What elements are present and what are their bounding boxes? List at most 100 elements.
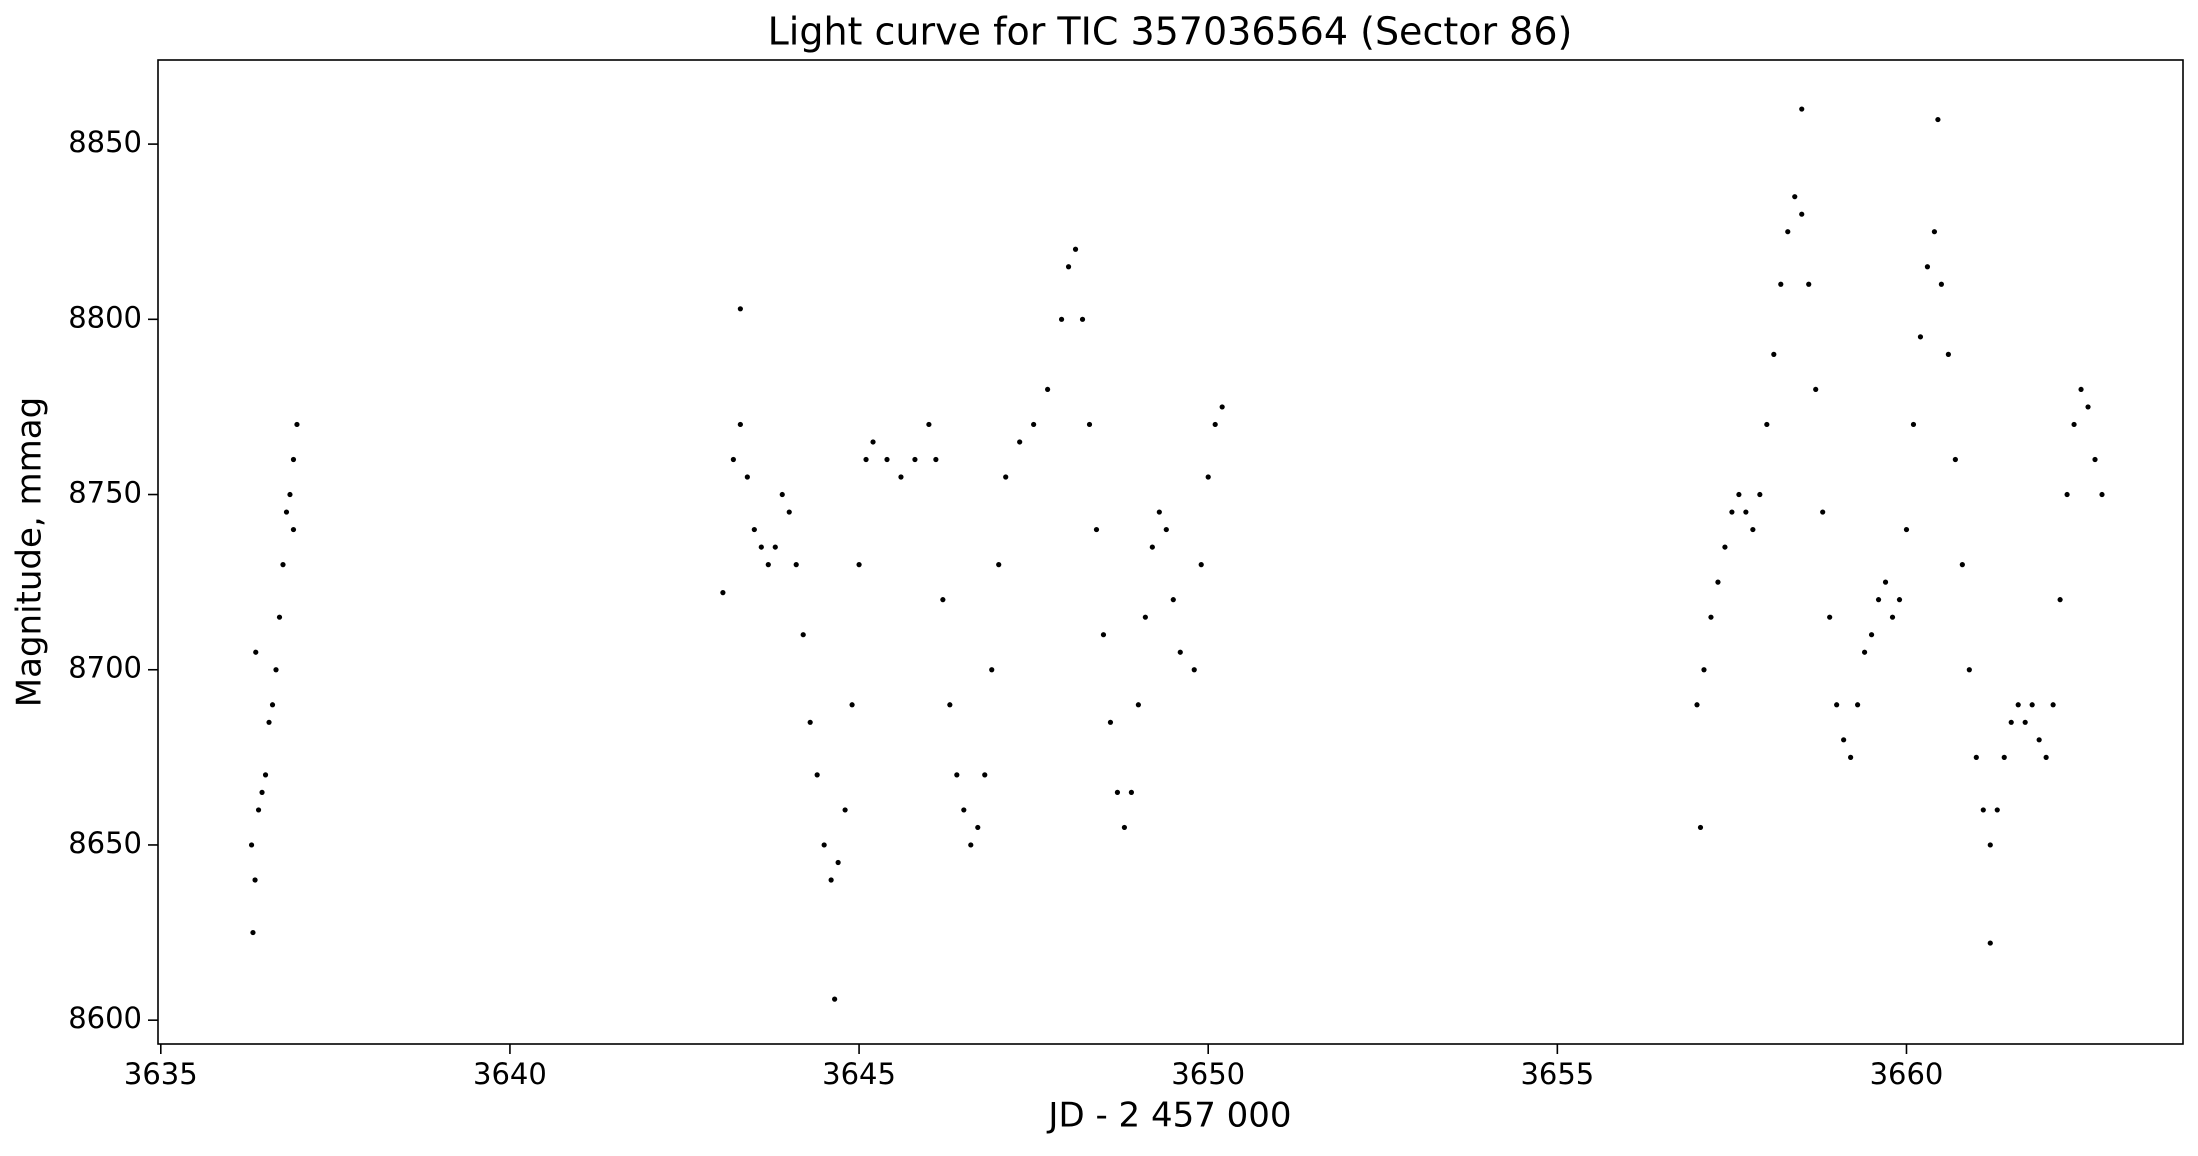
data-point	[996, 562, 1002, 568]
data-point	[1778, 281, 1784, 287]
data-point	[1694, 702, 1700, 708]
data-point	[280, 562, 286, 568]
plot-frame	[157, 59, 2184, 1045]
data-point	[898, 474, 904, 480]
x-tick-label: 3660	[1870, 1057, 1944, 1091]
data-point	[2064, 491, 2070, 498]
data-point	[961, 807, 967, 813]
x-tick-label: 3655	[1520, 1057, 1594, 1091]
data-point	[772, 544, 778, 550]
data-point	[248, 842, 255, 848]
data-point	[2057, 597, 2063, 603]
data-point	[1017, 439, 1023, 445]
data-point	[1917, 334, 1924, 340]
data-point	[1861, 649, 1868, 655]
data-point	[1973, 754, 1979, 760]
data-point	[1771, 351, 1777, 357]
points	[248, 106, 2105, 1002]
data-point	[1198, 562, 1204, 568]
data-point	[1219, 404, 1225, 410]
data-point	[1785, 229, 1791, 235]
data-point	[1031, 421, 1037, 428]
data-point	[1743, 509, 1749, 515]
data-point	[290, 456, 297, 463]
data-point	[259, 789, 265, 795]
data-point	[1806, 281, 1812, 287]
data-point	[1121, 824, 1128, 831]
data-point	[2078, 386, 2084, 393]
data-point	[1799, 211, 1805, 217]
data-point	[2071, 421, 2077, 428]
data-point	[975, 824, 981, 831]
data-point	[1938, 281, 1944, 287]
data-point	[1799, 106, 1805, 112]
data-point	[1722, 544, 1728, 550]
y-axis-label: Magnitude, mmag	[10, 397, 50, 707]
data-point	[1170, 597, 1176, 603]
data-point	[793, 562, 799, 568]
data-point	[1708, 614, 1714, 620]
data-point	[2008, 719, 2014, 725]
data-point	[273, 667, 279, 673]
data-point	[1987, 842, 1993, 848]
data-point	[744, 474, 750, 480]
data-point	[1882, 579, 1889, 585]
data-point	[730, 456, 736, 463]
data-point	[1841, 737, 1847, 743]
data-point	[807, 719, 813, 725]
data-point	[1827, 614, 1833, 620]
data-point	[1959, 562, 1965, 568]
data-point	[1177, 649, 1183, 655]
data-point	[912, 456, 918, 463]
data-point	[1813, 386, 1819, 393]
data-point	[1058, 316, 1065, 322]
data-point	[1128, 789, 1134, 795]
data-point	[1750, 526, 1756, 533]
data-point	[1834, 702, 1840, 708]
data-point	[2085, 404, 2091, 410]
data-point	[1820, 509, 1826, 515]
data-point	[1875, 597, 1882, 603]
data-point	[287, 491, 293, 498]
data-point	[863, 456, 869, 463]
data-point	[253, 649, 259, 655]
data-point	[737, 421, 743, 428]
y-tick-label: 8850	[68, 125, 142, 159]
data-point	[1114, 789, 1121, 795]
data-point	[1156, 509, 1162, 515]
data-point	[800, 632, 806, 638]
data-point	[982, 772, 988, 778]
data-point	[737, 306, 743, 312]
data-point	[1966, 667, 1972, 673]
data-point	[1100, 632, 1107, 638]
data-point	[2015, 702, 2021, 708]
y-tick-label: 8750	[68, 476, 142, 510]
data-point	[968, 842, 974, 848]
data-point	[1952, 456, 1958, 463]
data-point	[283, 509, 290, 515]
data-point	[2036, 737, 2042, 743]
data-point	[1149, 544, 1155, 550]
y-tick-label: 8650	[68, 826, 142, 860]
data-point	[1931, 229, 1938, 235]
data-point	[2099, 491, 2105, 498]
data-point	[2029, 702, 2035, 708]
data-point	[720, 590, 726, 596]
x-tick-label: 3640	[473, 1057, 547, 1091]
data-point	[1107, 719, 1114, 725]
data-point	[1163, 526, 1169, 533]
data-point	[1142, 614, 1148, 620]
data-point	[954, 772, 960, 778]
data-point	[786, 509, 792, 515]
data-point	[266, 719, 272, 725]
data-point	[252, 877, 258, 883]
data-point	[1889, 614, 1896, 620]
data-point	[1045, 386, 1051, 393]
data-point	[2092, 456, 2098, 463]
data-point	[849, 702, 855, 708]
data-point	[1736, 491, 1742, 498]
data-point	[1072, 246, 1079, 252]
data-point	[1848, 754, 1854, 760]
data-point	[828, 877, 834, 883]
